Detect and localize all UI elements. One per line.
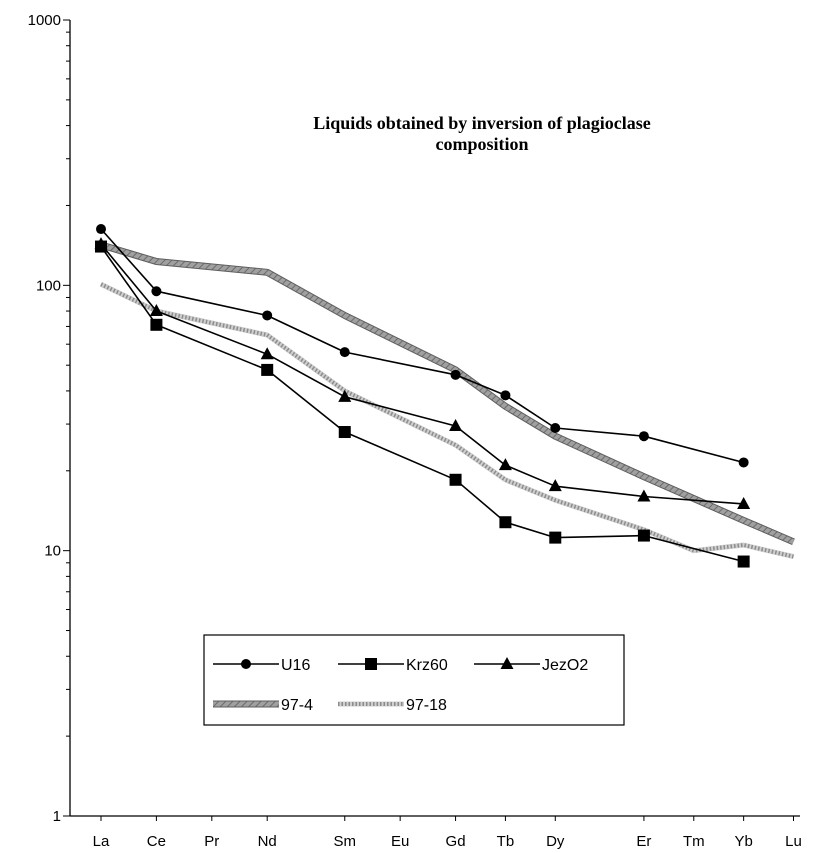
x-tick-label-ce: Ce xyxy=(147,833,166,850)
legend-item-97-4: 97-4 xyxy=(213,697,313,714)
data-point xyxy=(498,458,512,471)
x-tick-label-yb: Yb xyxy=(734,833,752,850)
x-tick-label-dy: Dy xyxy=(546,833,565,850)
legend-item-97-18: 97-18 xyxy=(338,697,447,714)
series-u16 xyxy=(96,224,749,468)
legend-label: Krz60 xyxy=(406,657,448,674)
legend-item-u16: U16 xyxy=(213,657,310,674)
data-point xyxy=(499,516,512,529)
legend-marker xyxy=(241,659,251,669)
data-point xyxy=(449,473,462,486)
series-97-4 xyxy=(99,241,795,546)
series-line xyxy=(100,282,794,559)
x-tick-label-tb: Tb xyxy=(497,833,515,850)
chart-title-line-1: Liquids obtained by inversion of plagioc… xyxy=(313,113,651,133)
legend-label: 97-4 xyxy=(281,697,313,714)
series-line xyxy=(100,242,795,545)
x-tick-label-er: Er xyxy=(636,833,651,850)
data-point xyxy=(339,347,350,358)
data-point xyxy=(637,489,651,502)
legend-item-jezo2: JezO2 xyxy=(474,657,588,674)
data-point xyxy=(549,531,562,544)
series-line-band xyxy=(99,281,795,560)
series-jezo2 xyxy=(94,237,751,509)
data-point xyxy=(550,422,561,433)
x-tick-label-lu: Lu xyxy=(785,833,802,850)
series-97-18 xyxy=(99,281,795,560)
x-tick-label-eu: Eu xyxy=(391,833,409,850)
x-tick-label-nd: Nd xyxy=(258,833,277,850)
y-tick-label: 1000 xyxy=(28,12,61,29)
y-tick-label: 100 xyxy=(36,277,61,294)
data-point xyxy=(737,555,750,568)
data-point xyxy=(94,237,108,250)
data-point xyxy=(638,431,649,442)
x-tick-label-tm: Tm xyxy=(683,833,705,850)
y-tick-label: 10 xyxy=(44,543,61,560)
data-point xyxy=(738,457,749,468)
data-point xyxy=(260,347,274,360)
data-point xyxy=(149,304,163,317)
legend-box xyxy=(203,634,625,726)
legend-marker xyxy=(365,658,377,670)
data-point xyxy=(338,389,352,402)
x-tick-label-sm: Sm xyxy=(334,833,357,850)
x-tick-label-gd: Gd xyxy=(446,833,466,850)
data-point xyxy=(737,496,751,509)
series-krz60 xyxy=(95,240,750,568)
legend-label: U16 xyxy=(281,657,310,674)
series-line xyxy=(100,246,744,563)
data-point xyxy=(450,369,461,380)
legend-marker xyxy=(500,657,514,669)
data-point xyxy=(500,390,511,401)
data-point xyxy=(548,479,562,492)
data-point xyxy=(262,310,273,321)
legend-item-krz60: Krz60 xyxy=(338,657,448,674)
chart-title-line-2: composition xyxy=(435,134,528,154)
data-point xyxy=(449,419,463,432)
data-point xyxy=(637,529,650,542)
data-point xyxy=(151,286,162,297)
legend-label: JezO2 xyxy=(542,657,588,674)
data-point xyxy=(96,224,106,235)
data-point xyxy=(150,318,163,331)
data-point xyxy=(261,363,274,376)
data-point xyxy=(338,426,351,439)
y-tick-label: 1 xyxy=(53,808,61,825)
x-tick-label-pr: Pr xyxy=(204,833,219,850)
x-tick-label-la: La xyxy=(93,833,110,850)
legend-label: 97-18 xyxy=(406,697,447,714)
